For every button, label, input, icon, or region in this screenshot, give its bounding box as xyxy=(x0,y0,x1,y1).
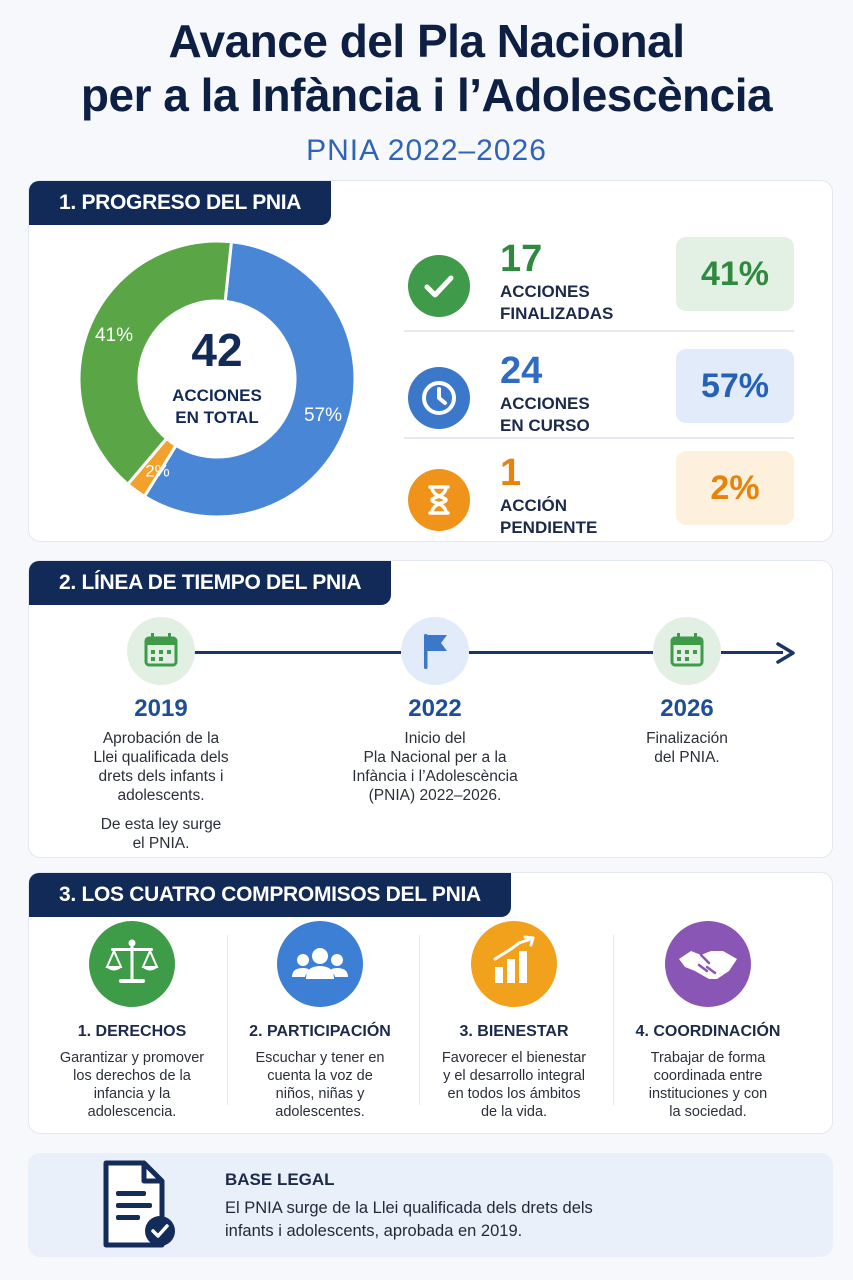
scales-icon xyxy=(89,921,175,1007)
commitment-title: 4. COORDINACIÓN xyxy=(635,1023,781,1040)
stat-row-pending: 1 ACCIÓN PENDIENTE 2% xyxy=(404,451,794,561)
arrow-right-icon xyxy=(776,642,795,664)
commitment-title: 2. PARTICIPACIÓN xyxy=(249,1023,391,1040)
divider xyxy=(613,935,614,1105)
timeline-line xyxy=(189,651,401,654)
commitment-wellbeing: 3. BIENESTAR Favorecer el bienestar y el… xyxy=(419,921,609,1121)
donut-label: 2% xyxy=(145,461,170,480)
section-label-progress: 1. PROGRESO DEL PNIA xyxy=(29,181,332,225)
calendar-icon xyxy=(127,617,195,685)
flag-icon xyxy=(401,617,469,685)
total-label-line-1: ACCIONES xyxy=(172,386,262,405)
commitment-participation: 2. PARTICIPACIÓN Escuchar y tener en cue… xyxy=(225,921,415,1121)
commitment-description: Garantizar y promover los derechos de la… xyxy=(59,1050,205,1120)
document-check-icon xyxy=(103,1160,175,1248)
stat-number: 17 xyxy=(500,238,543,280)
progress-section: 1. PROGRESO DEL PNIA 42 ACCIONES EN TOTA… xyxy=(28,180,833,542)
donut-label: 41% xyxy=(95,325,133,346)
donut-chart: 42 ACCIONES EN TOTAL 41% 57% 2% xyxy=(77,239,357,519)
commitment-rights: 1. DERECHOS Garantizar y promover los de… xyxy=(37,921,227,1121)
title-line-1: Avance del Pla Nacional xyxy=(168,15,685,67)
timeline-description: Aprobación de la Llei qualificada dels d… xyxy=(93,730,229,852)
divider xyxy=(404,330,794,332)
stat-row-in-progress: 24 ACCIONES EN CURSO 57% xyxy=(404,349,794,459)
timeline-year: 2026 xyxy=(660,695,714,722)
section-label-timeline: 2. LÍNEA DE TIEMPO DEL PNIA xyxy=(29,561,392,605)
section-label-commitments: 3. LOS CUATRO COMPROMISOS DEL PNIA xyxy=(29,873,511,917)
donut-slice xyxy=(142,240,357,519)
commitment-description: Escuchar y tener en cuenta la voz de niñ… xyxy=(255,1050,385,1120)
calendar-icon xyxy=(653,617,721,685)
stat-number: 24 xyxy=(500,350,543,392)
stat-label: ACCIONES FINALIZADAS xyxy=(500,282,614,323)
total-label-line-2: EN TOTAL xyxy=(175,408,258,427)
handshake-icon xyxy=(665,921,751,1007)
stat-row-finished: 17 ACCIONES FINALIZADAS 41% xyxy=(404,237,794,347)
stat-number: 1 xyxy=(500,452,522,494)
commitment-title: 3. BIENESTAR xyxy=(459,1023,569,1040)
stat-percent: 41% xyxy=(676,237,794,311)
timeline-year: 2022 xyxy=(408,695,462,722)
people-icon xyxy=(277,921,363,1007)
divider xyxy=(404,437,794,439)
hourglass-icon xyxy=(408,469,470,531)
commitment-description: Favorecer el bienestar y el desarrollo i… xyxy=(441,1050,587,1120)
commitment-title: 1. DERECHOS xyxy=(77,1023,187,1040)
clock-icon xyxy=(408,367,470,429)
total-number: 42 xyxy=(191,324,242,376)
divider xyxy=(419,935,420,1105)
bar-chart-icon xyxy=(471,921,557,1007)
stat-label: ACCIONES EN CURSO xyxy=(500,394,590,435)
commitment-coordination: 4. COORDINACIÓN Trabajar de forma coordi… xyxy=(613,921,803,1121)
stat-percent: 2% xyxy=(676,451,794,525)
legal-section: BASE LEGAL El PNIA surge de la Llei qual… xyxy=(28,1153,833,1257)
timeline-description: Inicio del Pla Nacional per a la Infànci… xyxy=(352,730,518,804)
stat-label: ACCIÓN PENDIENTE xyxy=(500,496,598,537)
page-title: Avance del Pla Nacional per a la Infànci… xyxy=(0,14,853,122)
divider xyxy=(227,935,228,1105)
timeline-year: 2019 xyxy=(134,695,188,722)
donut-label: 57% xyxy=(304,405,342,426)
commitment-description: Trabajar de forma coordinada entre insti… xyxy=(648,1050,768,1120)
legal-title: BASE LEGAL xyxy=(225,1170,335,1189)
timeline-line xyxy=(469,651,653,654)
donut-hole xyxy=(139,301,295,457)
check-icon xyxy=(408,255,470,317)
legal-text: El PNIA surge de la Llei qualificada del… xyxy=(225,1199,593,1240)
stat-percent: 57% xyxy=(676,349,794,423)
timeline-description: Finalización del PNIA. xyxy=(646,730,728,766)
timeline-section: 2. LÍNEA DE TIEMPO DEL PNIA 2019 Aprobac… xyxy=(28,560,833,858)
timeline-line xyxy=(721,651,783,654)
title-line-2: per a la Infància i l’Adolescència xyxy=(80,69,773,121)
commitments-section: 3. LOS CUATRO COMPROMISOS DEL PNIA 1. DE… xyxy=(28,872,833,1134)
page-subtitle: PNIA 2022–2026 xyxy=(306,134,547,167)
